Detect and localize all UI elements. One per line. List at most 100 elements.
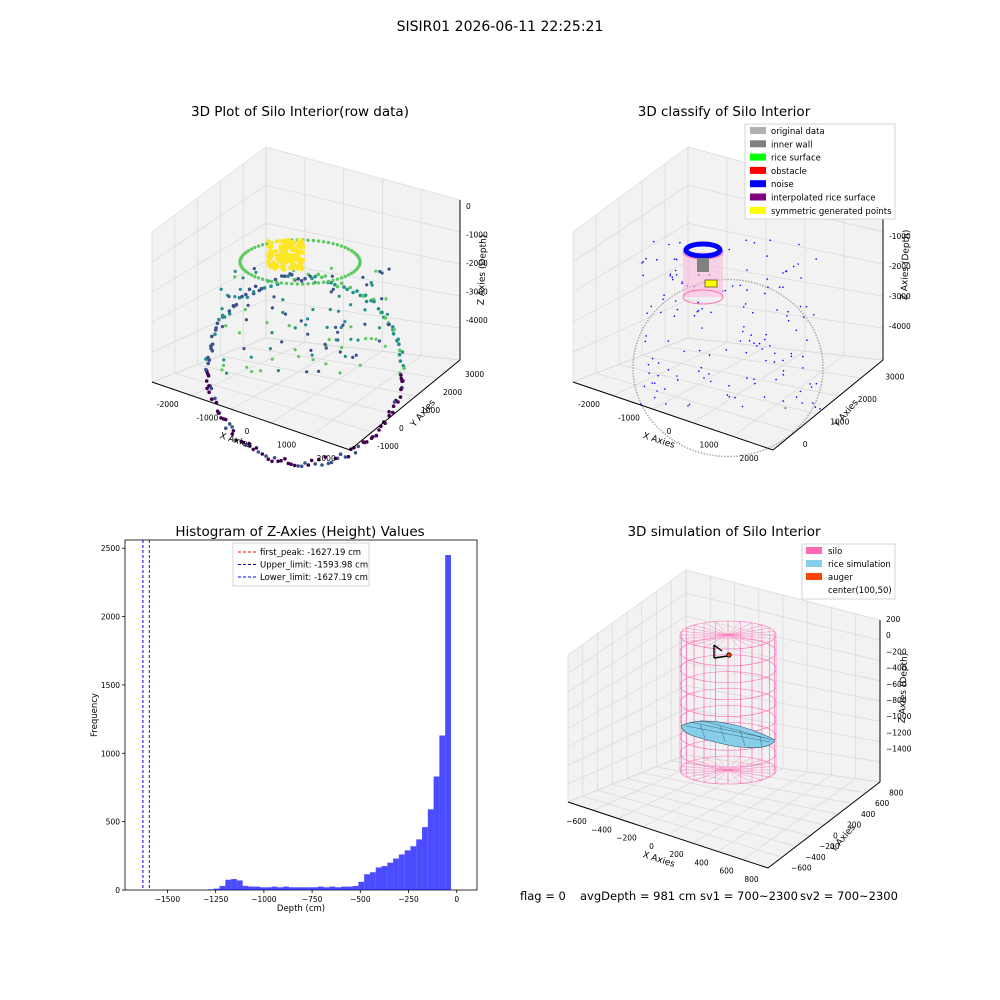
- raw-interior-point: [245, 365, 249, 369]
- classify-x-tick-label: 1000: [699, 441, 718, 450]
- histogram-bars: [207, 555, 451, 890]
- sim-silo-top-spoke: [681, 634, 729, 639]
- raw-pane-left: [152, 147, 266, 382]
- raw-upper-point: [284, 281, 289, 286]
- classify-noise-point: [792, 265, 795, 268]
- raw-wall-point: [245, 295, 250, 300]
- classify-original-point: [802, 421, 804, 424]
- classify-noise-point: [754, 382, 756, 385]
- raw-z-tick-label: -1000: [466, 231, 488, 240]
- raw-interior-point: [293, 326, 297, 330]
- classify-noise-point: [745, 351, 748, 354]
- classify-noise-point: [726, 394, 729, 396]
- histogram-x-tick-label: 0: [454, 895, 459, 904]
- classify-noise-point: [763, 396, 766, 398]
- classify-y-tick-label: 3000: [885, 372, 904, 381]
- raw-wall-point: [247, 287, 252, 292]
- raw-upper-point: [306, 282, 310, 286]
- histogram-y-tick-label: 0: [115, 886, 120, 895]
- histogram-legend: first_peak: -1627.19 cm Upper_limit: -159…: [232, 542, 370, 587]
- raw-interior-point: [310, 353, 314, 357]
- sim-y-tick-label: 600: [875, 799, 890, 808]
- raw-upper-point: [316, 281, 321, 285]
- sim-silo-floor-spoke: [727, 769, 741, 784]
- classify-noise-point: [647, 363, 650, 366]
- classify-original-point: [657, 427, 660, 430]
- raw-interior-point: [242, 347, 246, 351]
- classify-y-tick-label: 2000: [858, 395, 877, 404]
- sim-floor-grid-x: [717, 774, 832, 852]
- sim-silo-top-spoke: [727, 627, 770, 636]
- classify-original-point: [642, 407, 645, 410]
- sim-side-grid-h: [567, 569, 687, 656]
- classify-original-point: [635, 391, 638, 394]
- classify-original-point: [739, 454, 741, 457]
- classify-noise-point: [642, 261, 645, 263]
- raw-y-tick-label: -1000: [377, 442, 399, 451]
- sim-silo-floor-spoke: [703, 757, 729, 771]
- classify-pane-left: [573, 147, 688, 382]
- classify-original-point: [815, 399, 818, 402]
- classify-original-point: [653, 310, 656, 313]
- raw-wall-point: [369, 436, 374, 441]
- classify-original-point: [811, 407, 814, 410]
- histogram-bar: [445, 555, 451, 890]
- classify-original-point: [808, 412, 811, 414]
- raw-upper-point: [301, 282, 305, 286]
- classify-original-point: [753, 452, 756, 454]
- raw-interior-point: [243, 308, 247, 312]
- classify-original-point: [648, 416, 651, 419]
- raw-interior-point: [270, 331, 274, 335]
- classify-noise-point: [784, 407, 787, 409]
- classify-original-point: [792, 302, 794, 305]
- histogram-bar: [335, 887, 342, 890]
- classify-noise-point: [778, 286, 781, 288]
- raw-wall-point: [266, 457, 271, 462]
- raw-wall-point: [391, 404, 396, 409]
- classify-original-point: [646, 414, 649, 417]
- status-avg-depth: avgDepth = 981 cm: [580, 889, 696, 903]
- sim-x-tick-label: −600: [566, 817, 587, 826]
- raw-interior-point: [378, 269, 382, 274]
- raw-interior-point: [287, 324, 291, 328]
- classify-legend-box: [744, 123, 896, 220]
- classify-noise-point: [809, 383, 811, 385]
- classify-original-point: [821, 378, 824, 380]
- classify-cylinder-bottom: [682, 289, 724, 305]
- sim-silo-floor-spoke: [727, 759, 762, 771]
- classify-original-point: [804, 315, 806, 317]
- raw-wall-point: [280, 274, 284, 278]
- raw-wall-point: [380, 310, 384, 315]
- classify-original-point: [821, 356, 824, 358]
- classify-original-point: [634, 347, 637, 350]
- sim-z-tick-label: −400: [886, 664, 907, 673]
- raw-wall-point: [204, 367, 208, 372]
- raw-wall-point: [234, 438, 238, 443]
- histogram-bar: [323, 887, 330, 890]
- sim-silo-floor-spoke: [681, 766, 729, 771]
- raw-interior-point: [272, 295, 276, 299]
- sim-z-tick-label: 200: [886, 615, 901, 624]
- sim-silo-floor-spoke: [727, 762, 770, 771]
- classify-noise-point: [734, 396, 736, 399]
- classify-original-point: [632, 372, 635, 375]
- sim-legend-entries: silo rice simulation auger center(100,50): [806, 547, 892, 596]
- histogram-bar: [242, 885, 249, 890]
- sim-silo-top-spoke: [703, 634, 729, 648]
- classify-original-point: [796, 427, 799, 430]
- classify-noise-point: [708, 373, 710, 375]
- raw-wall-point: [306, 463, 311, 467]
- raw-interior-point: [334, 338, 338, 342]
- classify-noise-point: [814, 406, 817, 409]
- classify-original-point: [632, 369, 634, 372]
- raw-interior-point: [297, 355, 301, 359]
- raw-wall-point: [262, 286, 267, 290]
- classify-original-point: [762, 284, 764, 287]
- sim-silo-floor-spoke: [694, 759, 729, 771]
- classify-noise-point: [701, 327, 703, 329]
- classify-original-point: [632, 367, 634, 369]
- classify-original-point: [706, 453, 709, 456]
- classify-noise-point: [765, 359, 767, 362]
- classify-side-grid-h: [572, 337, 689, 383]
- raw-wall-point: [329, 460, 334, 465]
